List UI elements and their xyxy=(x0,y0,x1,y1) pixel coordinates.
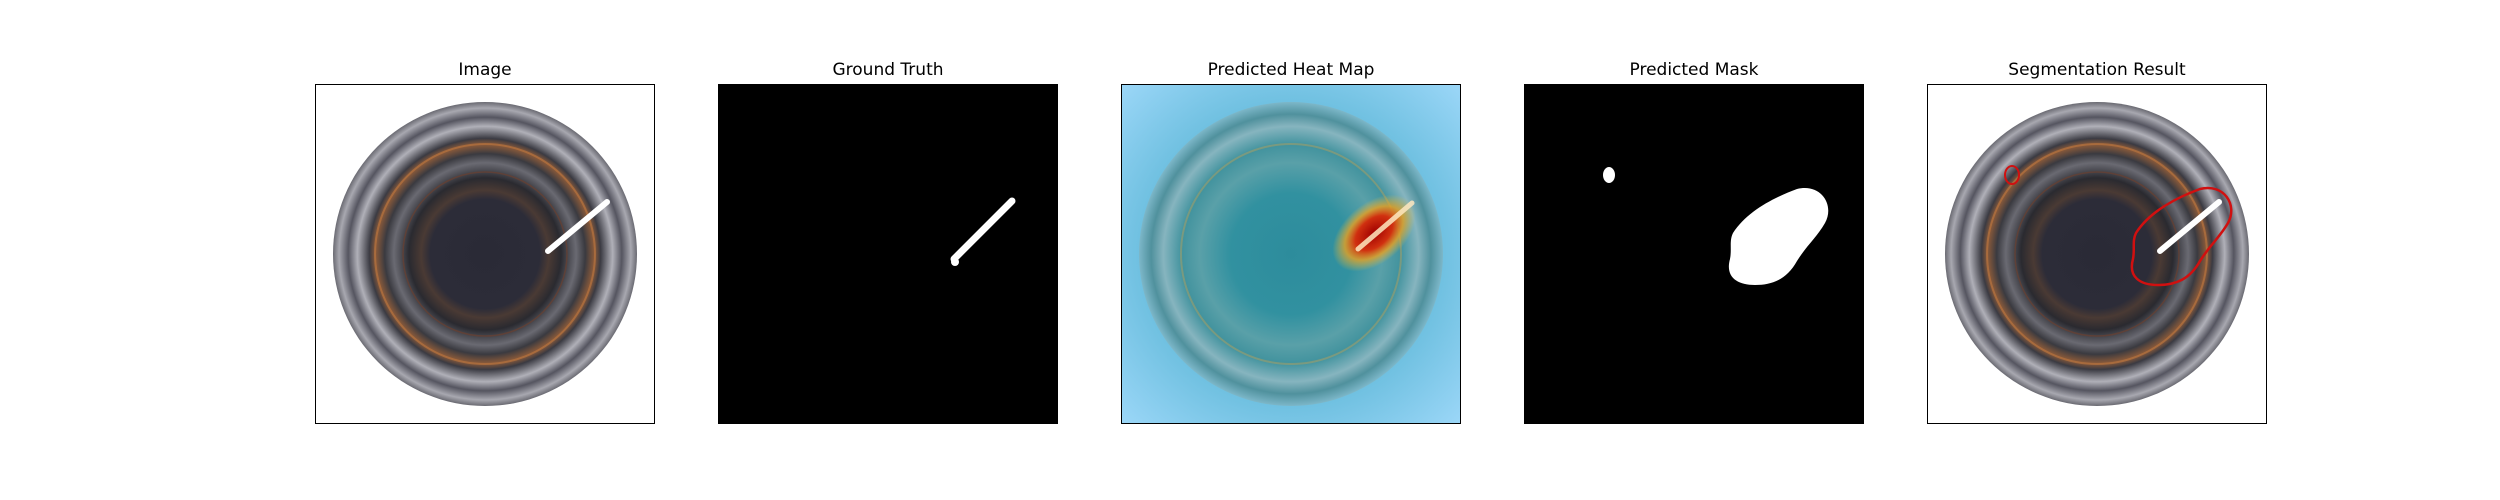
contour-main xyxy=(2130,186,2233,287)
panel-title: Predicted Mask xyxy=(1629,60,1759,80)
ground-truth-mask xyxy=(719,85,1057,423)
panel-segmentation-result: Segmentation Result xyxy=(1927,0,2267,500)
contour-small xyxy=(2004,165,2020,185)
panel-predicted-mask: Predicted Mask xyxy=(1524,0,1864,500)
image-frame xyxy=(315,84,655,424)
panel-title: Image xyxy=(458,60,512,80)
heat-map xyxy=(1122,85,1460,423)
ground-truth-frame xyxy=(718,84,1058,424)
panel-image: Image xyxy=(315,0,655,500)
vial-disc xyxy=(333,102,637,406)
panel-ground-truth: Ground Truth xyxy=(718,0,1058,500)
vial-photo xyxy=(316,85,654,423)
panel-title: Predicted Heat Map xyxy=(1207,60,1375,80)
panel-title: Segmentation Result xyxy=(2008,60,2186,80)
segmentation-frame xyxy=(1927,84,2267,424)
predicted-mask-frame xyxy=(1524,84,1864,424)
segmentation-overlay xyxy=(1928,85,2266,423)
predicted-region xyxy=(1728,187,1829,285)
panel-heat-map: Predicted Heat Map xyxy=(1121,0,1461,500)
heat-map-frame xyxy=(1121,84,1461,424)
predicted-mask xyxy=(1525,85,1863,423)
ground-truth-region xyxy=(950,197,1016,263)
crack-defect xyxy=(545,199,610,254)
panel-title: Ground Truth xyxy=(832,60,944,80)
small-blob xyxy=(1603,167,1615,183)
